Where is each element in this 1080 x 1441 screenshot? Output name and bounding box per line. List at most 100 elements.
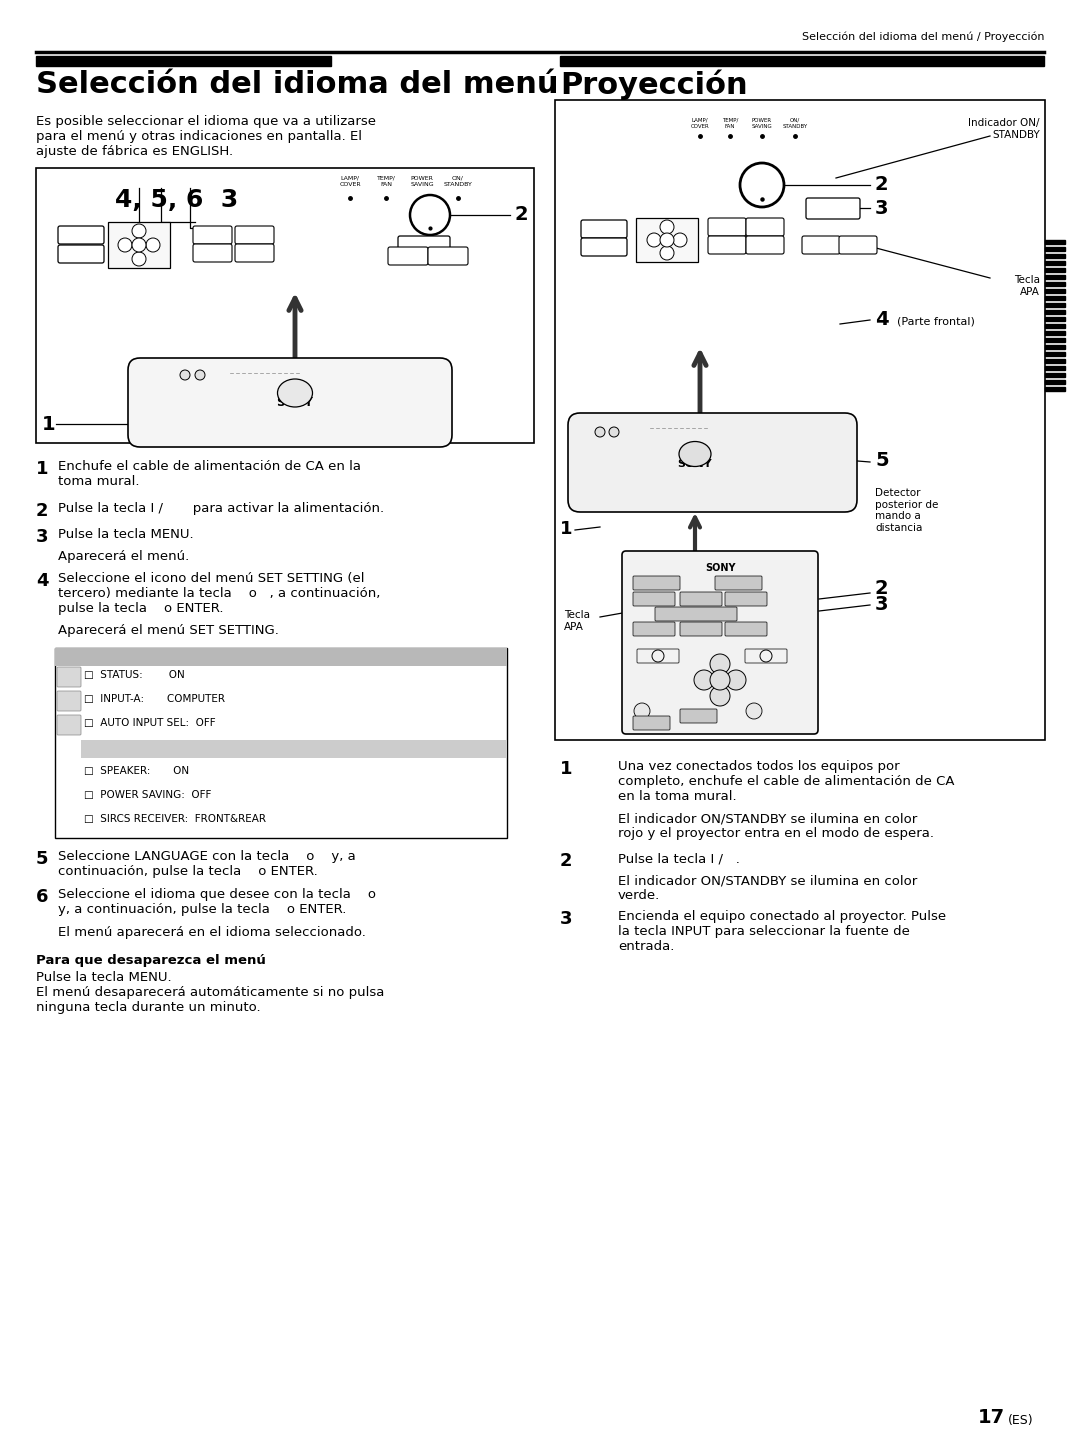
Text: MUTING: MUTING (686, 611, 706, 617)
Ellipse shape (278, 379, 312, 406)
Text: 3: 3 (36, 527, 49, 546)
Text: 5: 5 (36, 850, 49, 867)
FancyBboxPatch shape (708, 218, 746, 236)
FancyBboxPatch shape (235, 244, 274, 262)
Text: □  SPEAKER:       ON: □ SPEAKER: ON (84, 767, 189, 777)
Text: HELP: HELP (246, 232, 262, 238)
Bar (108, 222, 170, 268)
FancyBboxPatch shape (680, 592, 723, 607)
FancyBboxPatch shape (637, 648, 679, 663)
FancyBboxPatch shape (633, 592, 675, 607)
Bar (1045, 282, 1065, 285)
Circle shape (118, 238, 132, 252)
FancyBboxPatch shape (622, 550, 818, 733)
Text: 4: 4 (875, 310, 889, 329)
FancyBboxPatch shape (193, 226, 232, 244)
Text: El menú aparecerá en el idioma seleccionado.: El menú aparecerá en el idioma seleccion… (58, 927, 366, 940)
Bar (1045, 388, 1065, 391)
FancyBboxPatch shape (746, 236, 784, 254)
Text: APA: APA (815, 242, 827, 248)
Text: POWER
SAVING: POWER SAVING (410, 176, 434, 187)
Text: TEMP/
FAN: TEMP/ FAN (721, 118, 739, 128)
Bar (1045, 254, 1065, 258)
Text: Pulse la tecla MENU.: Pulse la tecla MENU. (58, 527, 193, 540)
Text: Tecla
APA: Tecla APA (1014, 275, 1040, 297)
Text: RESET: RESET (244, 249, 265, 256)
Bar (1045, 339, 1065, 342)
FancyBboxPatch shape (193, 244, 232, 262)
Circle shape (740, 163, 784, 208)
FancyBboxPatch shape (633, 623, 675, 635)
Text: RESET: RESET (755, 242, 774, 248)
Text: +: + (744, 627, 748, 631)
FancyBboxPatch shape (725, 623, 767, 635)
Text: Detector
posterior de
mando a
distancia: Detector posterior de mando a distancia (875, 488, 939, 533)
Text: 2: 2 (561, 852, 572, 870)
Text: □  INPUT-A:       COMPUTER: □ INPUT-A: COMPUTER (84, 695, 225, 705)
Text: I/φ: I/φ (421, 209, 438, 222)
Text: SONY: SONY (705, 563, 735, 574)
FancyBboxPatch shape (57, 715, 81, 735)
Text: R.CLICK: R.CLICK (746, 709, 761, 713)
Bar (636, 218, 698, 262)
Text: Aparecerá el menú SET SETTING.: Aparecerá el menú SET SETTING. (58, 624, 279, 637)
Text: Es posible seleccionar el idioma que va a utilizarse
para el menú y otras indica: Es posible seleccionar el idioma que va … (36, 115, 376, 159)
Text: Selección del idioma del menú / Proyección: Selección del idioma del menú / Proyecci… (801, 32, 1044, 42)
FancyBboxPatch shape (839, 236, 877, 254)
Text: (ES): (ES) (1008, 1414, 1034, 1427)
Circle shape (660, 246, 674, 259)
Circle shape (694, 670, 714, 690)
Bar (1045, 317, 1065, 321)
Text: VOL +: VOL + (593, 226, 615, 232)
Text: Selección del idioma del menú: Selección del idioma del menú (36, 71, 558, 99)
FancyBboxPatch shape (725, 592, 767, 607)
Text: HELP: HELP (757, 225, 773, 229)
Bar (36, 169, 534, 442)
FancyBboxPatch shape (633, 576, 680, 589)
Bar (1045, 261, 1065, 265)
Text: 2: 2 (36, 501, 49, 520)
Text: MENU: MENU (718, 225, 737, 229)
Text: LIGHT: LIGHT (849, 242, 867, 248)
Text: 3: 3 (561, 911, 572, 928)
Text: Tecla
APA: Tecla APA (564, 610, 590, 631)
Circle shape (195, 370, 205, 380)
Bar (1045, 290, 1065, 293)
Text: 1: 1 (36, 460, 49, 478)
Text: HELP: HELP (648, 597, 660, 601)
FancyBboxPatch shape (708, 236, 746, 254)
Text: □  AUTO INPUT SEL:  OFF: □ AUTO INPUT SEL: OFF (84, 718, 216, 728)
Text: (Parte frontal): (Parte frontal) (897, 316, 975, 326)
Text: Una vez conectados todos los equipos por
completo, enchufe el cable de alimentac: Una vez conectados todos los equipos por… (618, 759, 955, 803)
Text: RESET: RESET (644, 720, 658, 725)
Bar (36, 56, 330, 66)
Circle shape (609, 427, 619, 437)
Text: Pulse la tecla I /   .: Pulse la tecla I / . (618, 852, 740, 865)
Bar (55, 648, 507, 666)
FancyBboxPatch shape (399, 236, 450, 256)
FancyBboxPatch shape (388, 246, 428, 265)
Text: LIGHT: LIGHT (438, 254, 458, 259)
Circle shape (726, 670, 746, 690)
Text: VOL +: VOL + (70, 232, 92, 238)
Circle shape (132, 238, 146, 252)
Circle shape (634, 703, 650, 719)
Text: 6: 6 (36, 888, 49, 906)
Text: TEMP/
FAN: TEMP/ FAN (377, 176, 395, 187)
Text: 4, 5, 6  3: 4, 5, 6 3 (114, 187, 239, 212)
Text: 2: 2 (875, 579, 889, 598)
Circle shape (673, 233, 687, 246)
Bar (1045, 380, 1065, 383)
Text: MENU: MENU (651, 654, 664, 659)
Text: SONY: SONY (276, 395, 313, 408)
Text: AUDIO: AUDIO (646, 627, 662, 631)
Text: Pulse la tecla MENU.
El menú desaparecerá automáticamente si no pulsa
ninguna te: Pulse la tecla MENU. El menú desaparecer… (36, 971, 384, 1014)
Bar (1045, 275, 1065, 280)
Bar (1045, 303, 1065, 307)
Circle shape (180, 370, 190, 380)
Text: ENTER: ENTER (635, 709, 648, 713)
Text: LAMP/
COVER: LAMP/ COVER (690, 118, 710, 128)
Text: 1: 1 (561, 759, 572, 778)
FancyBboxPatch shape (746, 218, 784, 236)
Text: INPUT: INPUT (739, 597, 754, 601)
